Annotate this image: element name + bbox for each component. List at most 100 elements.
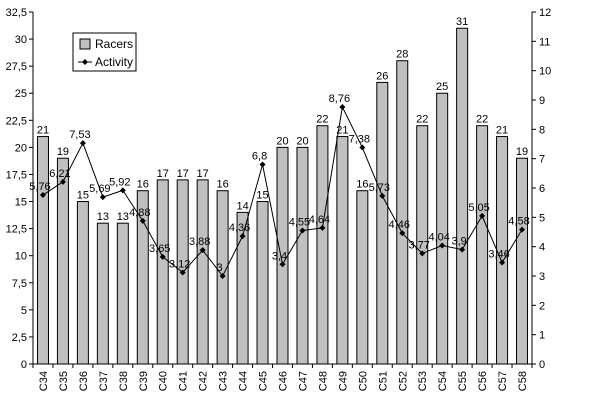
bar-value-label: 21: [37, 125, 49, 137]
right-tick-label: 9: [539, 95, 545, 107]
bar-value-label: 15: [256, 190, 268, 202]
activity-value-label: 3,88: [189, 236, 210, 248]
left-tick-label: 10: [15, 251, 27, 263]
bar-C36: [76, 201, 89, 365]
left-tick-label: 2,5: [12, 332, 27, 344]
right-tick-label: 1: [539, 330, 545, 342]
activity-value-label: 3,65: [149, 243, 170, 255]
bar-value-label: 19: [57, 146, 69, 158]
x-tick-label: C56: [477, 371, 489, 391]
bar-C35: [56, 157, 69, 365]
bar-value-label: 17: [177, 168, 189, 180]
bar-value-label: 25: [436, 81, 448, 93]
activity-value-label: 4,88: [129, 207, 150, 219]
axes: 02,557,51012,51517,52022,52527,53032,501…: [6, 7, 552, 391]
x-tick-label: C34: [38, 371, 50, 391]
legend-label-racers: Racers: [95, 37, 133, 51]
activity-value-label: 4,46: [389, 219, 410, 231]
x-tick-label: C42: [198, 371, 210, 391]
bar-C50: [356, 190, 369, 365]
legend-bar-swatch: [79, 38, 91, 50]
activity-value-label: 3,4: [272, 250, 287, 262]
x-tick-label: C37: [98, 371, 110, 391]
activity-value-label: 7,53: [69, 129, 90, 141]
right-tick-label: 10: [539, 66, 551, 78]
activity-marker-C48: [319, 224, 326, 231]
x-tick-label: C57: [497, 371, 509, 391]
left-tick-label: 27,5: [6, 61, 27, 73]
x-tick-label: C55: [457, 371, 469, 391]
left-tick-label: 32,5: [6, 7, 27, 19]
bar-C38: [116, 222, 129, 365]
x-tick-label: C43: [218, 371, 230, 391]
activity-value-label: 4,55: [289, 217, 310, 229]
x-tick-label: C40: [158, 371, 170, 391]
bar-value-label: 14: [236, 200, 248, 212]
legend-diamond-icon: [82, 59, 88, 65]
activity-value-label: 4,04: [428, 231, 449, 243]
activity-value-label: 5,92: [109, 176, 130, 188]
activity-value-label: 5,73: [369, 182, 390, 194]
activity-value-label: 4,58: [508, 216, 529, 228]
activity-marker-C35: [59, 178, 66, 185]
activity-value-label: 7,38: [349, 134, 370, 146]
right-tick-label: 8: [539, 124, 545, 136]
bar-value-label: 13: [97, 211, 109, 223]
bar-value-label: 21: [496, 125, 508, 137]
activity-marker-C45: [259, 161, 266, 168]
activity-marker-C51: [379, 192, 386, 199]
left-tick-label: 17,5: [6, 169, 27, 181]
bar-C55: [456, 27, 469, 365]
bar-C42: [196, 179, 209, 365]
bar-value-label: 13: [117, 211, 129, 223]
left-tick-label: 22,5: [6, 115, 27, 127]
left-tick-label: 15: [15, 197, 27, 209]
left-tick-label: 5: [21, 305, 27, 317]
x-tick-label: C41: [178, 371, 190, 391]
activity-value-label: 6,8: [252, 151, 267, 163]
legend-label-activity: Activity: [95, 55, 133, 69]
activity-marker-C41: [179, 269, 186, 276]
x-tick-label: C36: [78, 371, 90, 391]
activity-marker-C56: [479, 212, 486, 219]
x-tick-label: C49: [337, 371, 349, 391]
activity-value-label: 5,05: [468, 202, 489, 214]
activity-value-label: 4,64: [309, 214, 330, 226]
right-tick-label: 2: [539, 300, 545, 312]
bar-value-label: 31: [456, 16, 468, 28]
activity-marker-C54: [439, 242, 446, 249]
activity-value-label: 5,69: [89, 183, 110, 195]
activity-marker-C49: [339, 104, 346, 111]
left-tick-label: 20: [15, 142, 27, 154]
bar-value-label: 26: [376, 70, 388, 82]
right-tick-label: 4: [539, 242, 545, 254]
activity-marker-C36: [79, 140, 86, 147]
x-tick-label: C38: [118, 371, 130, 391]
bar-C45: [256, 201, 269, 365]
activity-marker-C46: [279, 261, 286, 268]
bar-value-label: 16: [216, 179, 228, 191]
x-tick-label: C47: [297, 371, 309, 391]
bar-value-label: 19: [516, 146, 528, 158]
bar-C37: [96, 222, 109, 365]
bar-C47: [296, 146, 309, 365]
activity-marker-C37: [99, 194, 106, 201]
x-tick-label: C45: [258, 371, 270, 391]
activity-marker-C44: [239, 233, 246, 240]
bar-C58: [516, 157, 529, 365]
bar-value-label: 21: [336, 125, 348, 137]
activity-marker-C53: [419, 250, 426, 257]
bar-C34: [36, 136, 49, 365]
activity-value-label: 8,76: [329, 93, 350, 105]
x-tick-label: C46: [278, 371, 290, 391]
bar-C56: [476, 125, 489, 365]
right-tick-label: 11: [539, 36, 550, 48]
x-tick-label: C52: [397, 371, 409, 391]
legend: Racers Activity: [72, 32, 137, 72]
activity-value-label: 5,76: [29, 181, 50, 193]
activity-marker-C43: [219, 273, 226, 279]
data-labels: 21 19 15 13 13 16 17 17 17 16 14 15 20 20 22 21 16 26 28 22…: [29, 16, 529, 274]
bar-value-label: 28: [396, 49, 408, 61]
x-tick-label: C50: [357, 371, 369, 391]
activity-value-label: 3,77: [409, 239, 430, 251]
